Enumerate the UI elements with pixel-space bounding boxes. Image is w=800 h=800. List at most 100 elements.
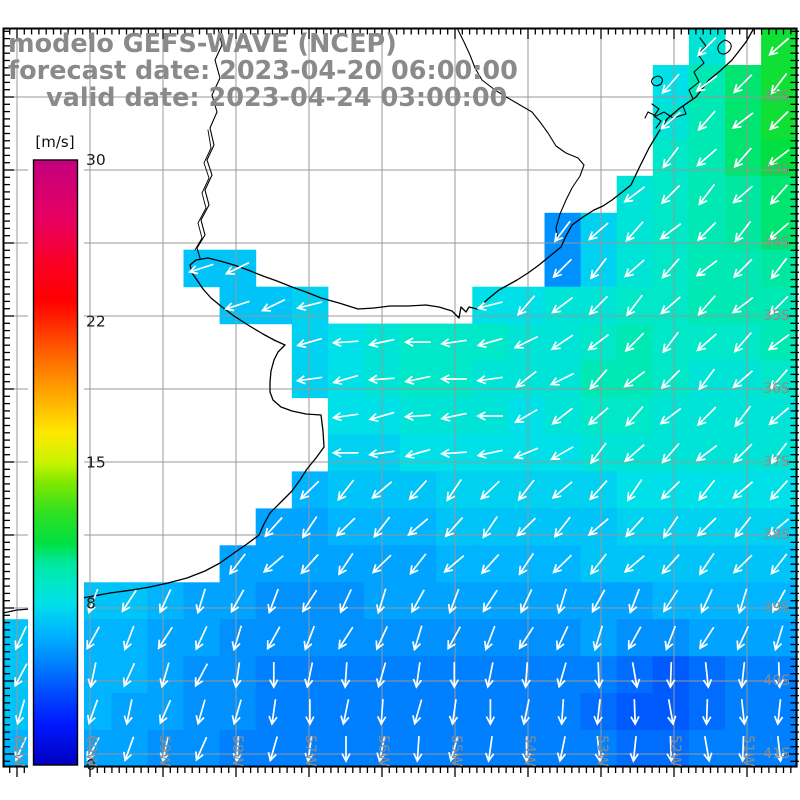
wind-arrow (521, 662, 531, 689)
wind-arrow (86, 699, 99, 726)
latitude-label: 35S (763, 308, 790, 324)
wind-arrow (732, 185, 754, 204)
wind-arrow (773, 625, 784, 652)
wind-arrow (331, 337, 359, 348)
wind-arrow (267, 736, 279, 763)
wind-arrow (699, 626, 715, 650)
wind-arrow (551, 296, 574, 314)
uruguay-river-path (196, 27, 223, 259)
wind-arrow (440, 448, 467, 459)
wind-arrow (660, 296, 681, 315)
graticule-grid (3, 28, 797, 767)
wind-arrow (552, 554, 573, 574)
colorbar-tick-label: 22 (86, 312, 106, 330)
wind-arrow (736, 625, 750, 651)
wind-arrow (521, 736, 532, 763)
wind-arrow (772, 589, 786, 614)
wind-arrow (228, 553, 246, 576)
wind-arrow (696, 333, 717, 352)
wind-arrow (341, 736, 351, 763)
colorbar-tick-labels: 30 22 15 8 0 (86, 151, 106, 774)
wind-arrow (660, 480, 681, 500)
wind-arrow (591, 589, 606, 614)
wind-arrow (627, 626, 642, 651)
wind-arrow (476, 301, 503, 312)
wind-arrow (260, 298, 286, 312)
wind-arrow (733, 147, 752, 169)
wind-arrow (587, 333, 610, 351)
wind-arrow (623, 444, 645, 463)
wind-arrow (519, 589, 533, 614)
wind-arrow (733, 332, 752, 353)
wind-arrow (86, 626, 101, 651)
wind-arrow (731, 296, 754, 314)
wind-arrow (550, 445, 574, 461)
title-block: modelo GEFS-WAVE (NCEP) forecast date: 2… (8, 29, 518, 113)
wind-arrow (302, 589, 318, 613)
wind-arrow (373, 516, 391, 539)
wind-arrow (732, 443, 753, 464)
longitude-label: 61W (10, 735, 26, 767)
wind-arrow (376, 699, 387, 726)
wind-arrow (440, 338, 467, 348)
wind-arrow (516, 295, 536, 316)
wind-arrow (232, 736, 243, 763)
wind-arrow (518, 552, 535, 576)
wind-arrow (732, 258, 753, 279)
wind-arrow (335, 517, 356, 537)
axis-labels: 61W 60W 59W 58W 57W 56W 55W 54W 53W 52W 51W 32S 33S 3… (10, 89, 790, 767)
wind-arrow (440, 412, 467, 422)
wind-arrow (631, 662, 641, 689)
wind-arrow (194, 625, 208, 651)
wind-arrow (159, 736, 169, 763)
wind-arrow (768, 222, 790, 241)
wind-arrow (769, 110, 789, 131)
wind-arrow (332, 374, 359, 386)
wind-arrow (158, 699, 172, 725)
wind-arrow (666, 735, 676, 763)
wind-arrow (301, 516, 318, 539)
wind-arrow (231, 699, 242, 726)
wind-arrow (514, 408, 538, 424)
wind-arrow (551, 407, 573, 425)
wind-arrow (659, 223, 682, 240)
longitude-label: 53W (594, 735, 610, 767)
wind-arrow (375, 662, 387, 689)
wind-arrow (231, 625, 243, 652)
wind-arrow (662, 146, 680, 169)
wind-arrow (589, 442, 607, 465)
wind-arrow (659, 407, 682, 425)
wind-arrow (700, 589, 713, 614)
wind-arrow (698, 368, 716, 391)
wind-arrow (448, 699, 459, 726)
wind-arrow (667, 699, 677, 726)
wind-arrow (555, 625, 569, 651)
wind-arrow (556, 662, 567, 689)
wind-arrow (407, 518, 429, 537)
latitude-label: 40S (763, 673, 790, 689)
wind-arrow (296, 337, 323, 349)
wind-arrow (736, 588, 748, 615)
wind-arrow (695, 75, 718, 92)
wind-arrow (553, 220, 571, 243)
wind-arrow (737, 662, 748, 689)
wind-arrow (304, 662, 314, 689)
wind-arrow (480, 553, 500, 575)
wind-arrow (411, 589, 425, 614)
latitude-label: 37S (763, 454, 790, 470)
colorbar-gradient-bar (32, 159, 79, 766)
wind-arrow (305, 699, 315, 726)
wind-arrow (122, 625, 135, 651)
wind-arrow (665, 662, 676, 689)
wind-arrow (696, 517, 717, 537)
lagoon-blob-path (651, 39, 732, 129)
forecast-date-line: forecast date: 2023-04-20 06:00:00 (8, 56, 518, 86)
wind-arrow (413, 736, 423, 763)
lagoon-shore-path (644, 37, 707, 119)
wind-arrow (769, 480, 789, 501)
wind-arrow (485, 699, 496, 726)
wind-arrow (629, 736, 639, 763)
longitude-label: 54W (521, 735, 537, 767)
wind-arrow (732, 554, 753, 574)
